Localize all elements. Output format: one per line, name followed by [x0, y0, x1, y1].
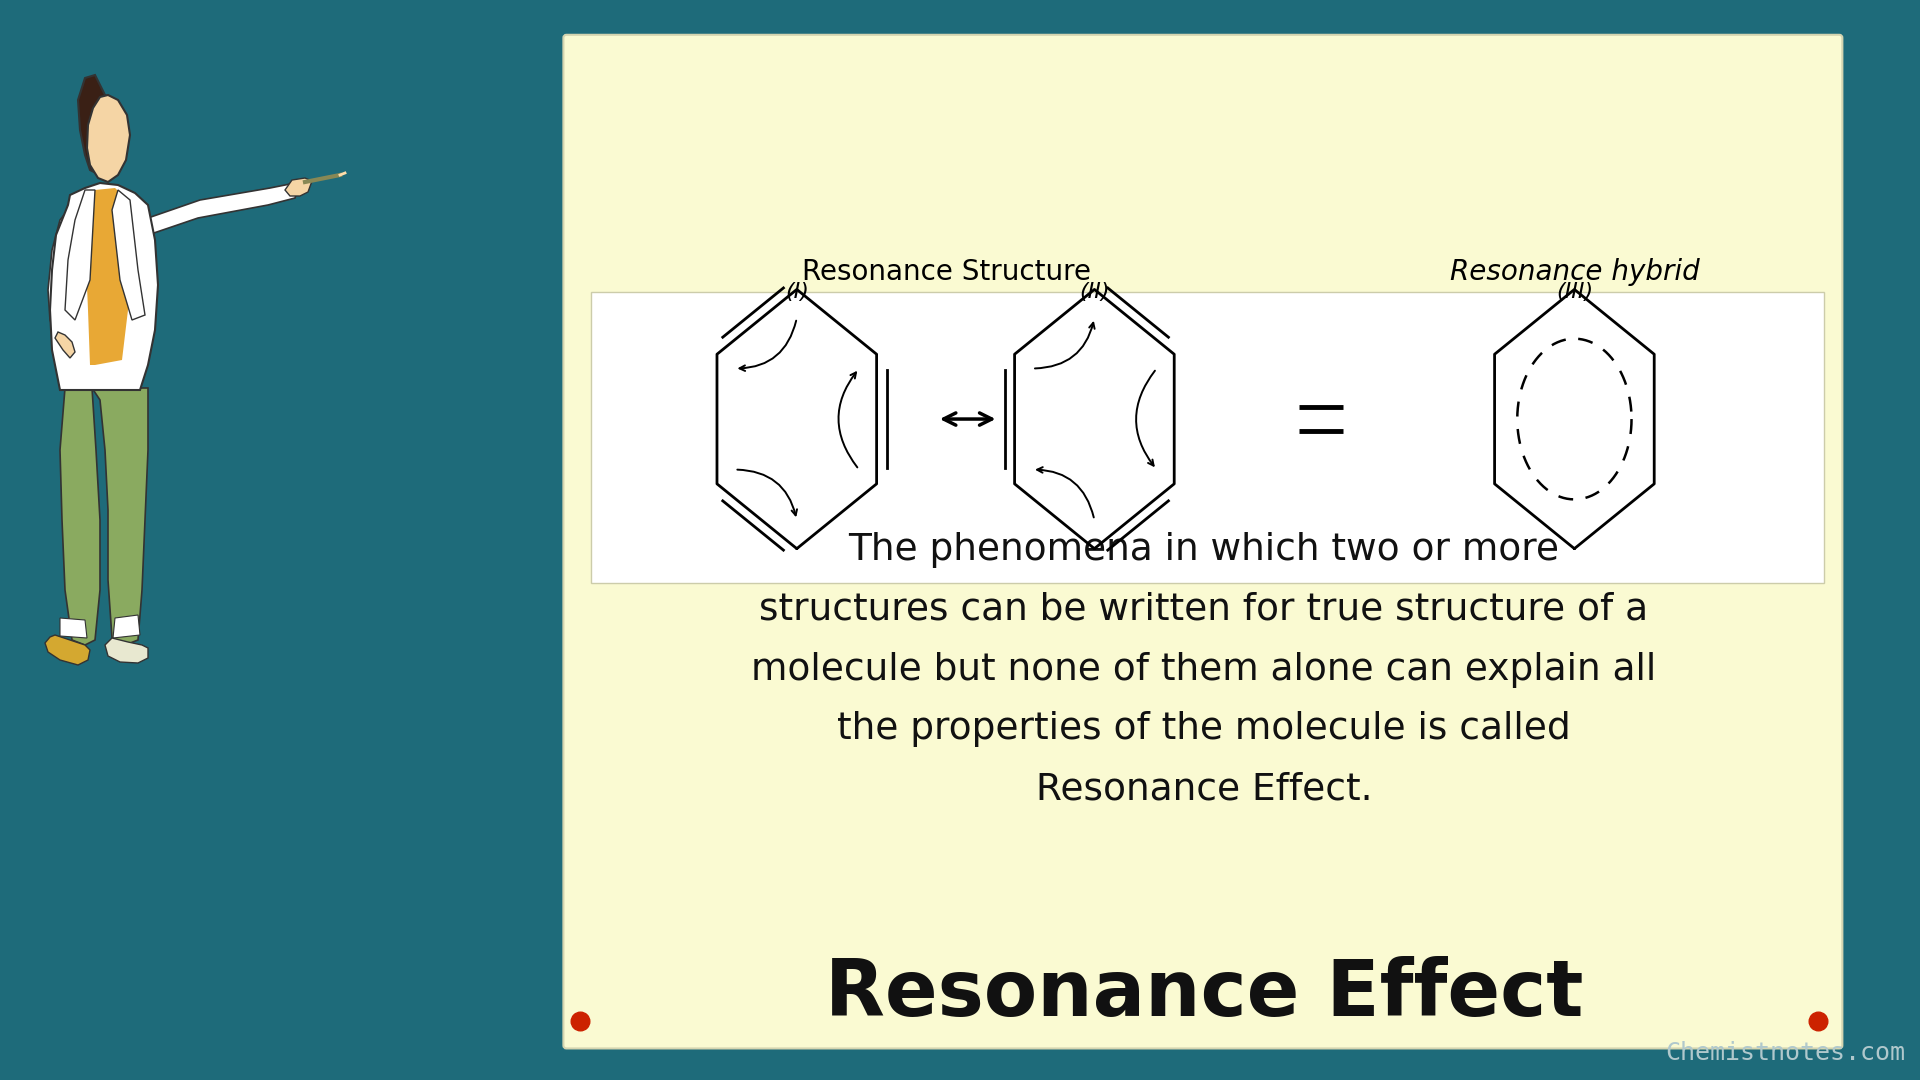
Polygon shape [44, 635, 90, 665]
Point [564, 1012, 595, 1029]
Polygon shape [65, 190, 94, 320]
Point [1803, 1012, 1834, 1029]
Text: Chemistnotes.com: Chemistnotes.com [1665, 1041, 1905, 1065]
Polygon shape [113, 615, 140, 638]
Polygon shape [92, 388, 148, 645]
FancyBboxPatch shape [591, 292, 1824, 583]
Polygon shape [60, 618, 86, 638]
Polygon shape [79, 75, 117, 175]
Polygon shape [138, 183, 300, 235]
Polygon shape [56, 332, 75, 357]
Polygon shape [50, 183, 157, 390]
Polygon shape [86, 95, 131, 183]
Text: Resonance Structure: Resonance Structure [803, 258, 1091, 286]
Polygon shape [106, 638, 148, 663]
Polygon shape [84, 188, 132, 365]
Text: (I): (I) [785, 282, 808, 302]
Polygon shape [111, 190, 146, 320]
Polygon shape [284, 178, 311, 195]
Text: The phenomena in which two or more
structures can be written for true structure : The phenomena in which two or more struc… [751, 532, 1657, 807]
FancyBboxPatch shape [563, 35, 1843, 1049]
Polygon shape [60, 388, 100, 645]
Polygon shape [48, 210, 81, 345]
Text: (II): (II) [1079, 282, 1110, 302]
Text: (III): (III) [1555, 282, 1594, 302]
Text: Resonance hybrid: Resonance hybrid [1450, 258, 1699, 286]
Text: Resonance Effect: Resonance Effect [826, 956, 1582, 1031]
